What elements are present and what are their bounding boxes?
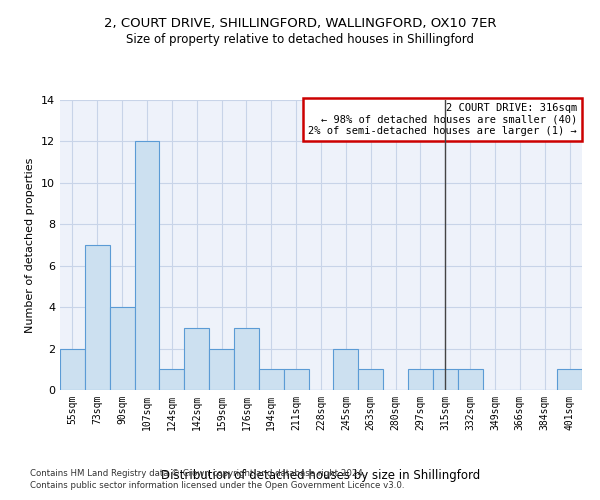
Bar — [433, 370, 458, 390]
Bar — [60, 348, 85, 390]
Bar — [134, 142, 160, 390]
Text: Contains HM Land Registry data © Crown copyright and database right 2024.: Contains HM Land Registry data © Crown c… — [30, 468, 365, 477]
Bar — [557, 370, 582, 390]
Text: 2, COURT DRIVE, SHILLINGFORD, WALLINGFORD, OX10 7ER: 2, COURT DRIVE, SHILLINGFORD, WALLINGFOR… — [104, 18, 496, 30]
Bar — [209, 348, 234, 390]
Bar — [85, 245, 110, 390]
Bar — [259, 370, 284, 390]
Bar — [160, 370, 184, 390]
X-axis label: Distribution of detached houses by size in Shillingford: Distribution of detached houses by size … — [161, 469, 481, 482]
Text: 2 COURT DRIVE: 316sqm
← 98% of detached houses are smaller (40)
2% of semi-detac: 2 COURT DRIVE: 316sqm ← 98% of detached … — [308, 103, 577, 136]
Bar — [184, 328, 209, 390]
Bar — [408, 370, 433, 390]
Bar — [458, 370, 482, 390]
Bar — [334, 348, 358, 390]
Y-axis label: Number of detached properties: Number of detached properties — [25, 158, 35, 332]
Bar — [358, 370, 383, 390]
Bar — [110, 307, 134, 390]
Text: Size of property relative to detached houses in Shillingford: Size of property relative to detached ho… — [126, 32, 474, 46]
Text: Contains public sector information licensed under the Open Government Licence v3: Contains public sector information licen… — [30, 481, 404, 490]
Bar — [284, 370, 308, 390]
Bar — [234, 328, 259, 390]
